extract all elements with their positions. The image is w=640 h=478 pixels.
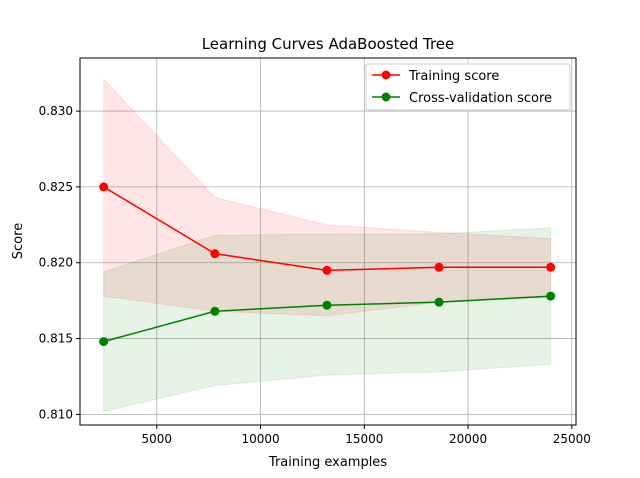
x-tick-label: 10000 xyxy=(241,432,279,446)
data-point xyxy=(546,262,556,272)
y-tick-label: 0.815 xyxy=(39,332,73,346)
data-point xyxy=(546,291,556,301)
legend-label-cv: Cross-validation score xyxy=(409,91,552,106)
legend-marker-training xyxy=(381,70,391,80)
data-point xyxy=(99,182,109,192)
x-axis-label: Training examples xyxy=(268,455,387,470)
grid xyxy=(80,58,576,425)
y-tick-label: 0.820 xyxy=(39,256,73,270)
x-axis: 5000 10000 15000 20000 25000 xyxy=(142,425,591,446)
x-tick-label: 15000 xyxy=(345,432,383,446)
data-point xyxy=(434,297,444,307)
confidence-band-1 xyxy=(103,227,552,412)
data-point xyxy=(210,249,220,259)
x-tick-label: 5000 xyxy=(142,432,173,446)
data-point xyxy=(99,337,109,347)
y-tick-label: 0.825 xyxy=(39,180,73,194)
chart-title: Learning Curves AdaBoosted Tree xyxy=(202,35,455,53)
series-points xyxy=(99,182,556,347)
legend-label-training: Training score xyxy=(408,69,499,84)
legend-box xyxy=(365,63,571,111)
x-tick-label: 25000 xyxy=(553,432,591,446)
y-axis-label: Score xyxy=(11,223,26,259)
y-tick-label: 0.830 xyxy=(39,104,73,118)
data-point xyxy=(434,262,444,272)
plot-frame xyxy=(79,57,577,426)
y-tick-label: 0.810 xyxy=(39,407,73,421)
data-point xyxy=(210,306,220,316)
legend: Training score Cross-validation score xyxy=(365,63,571,111)
y-axis: 0.810 0.815 0.820 0.825 0.830 xyxy=(39,104,80,421)
legend-marker-cv xyxy=(381,92,391,102)
data-point xyxy=(322,265,332,275)
data-point xyxy=(322,300,332,310)
x-tick-label: 20000 xyxy=(449,432,487,446)
